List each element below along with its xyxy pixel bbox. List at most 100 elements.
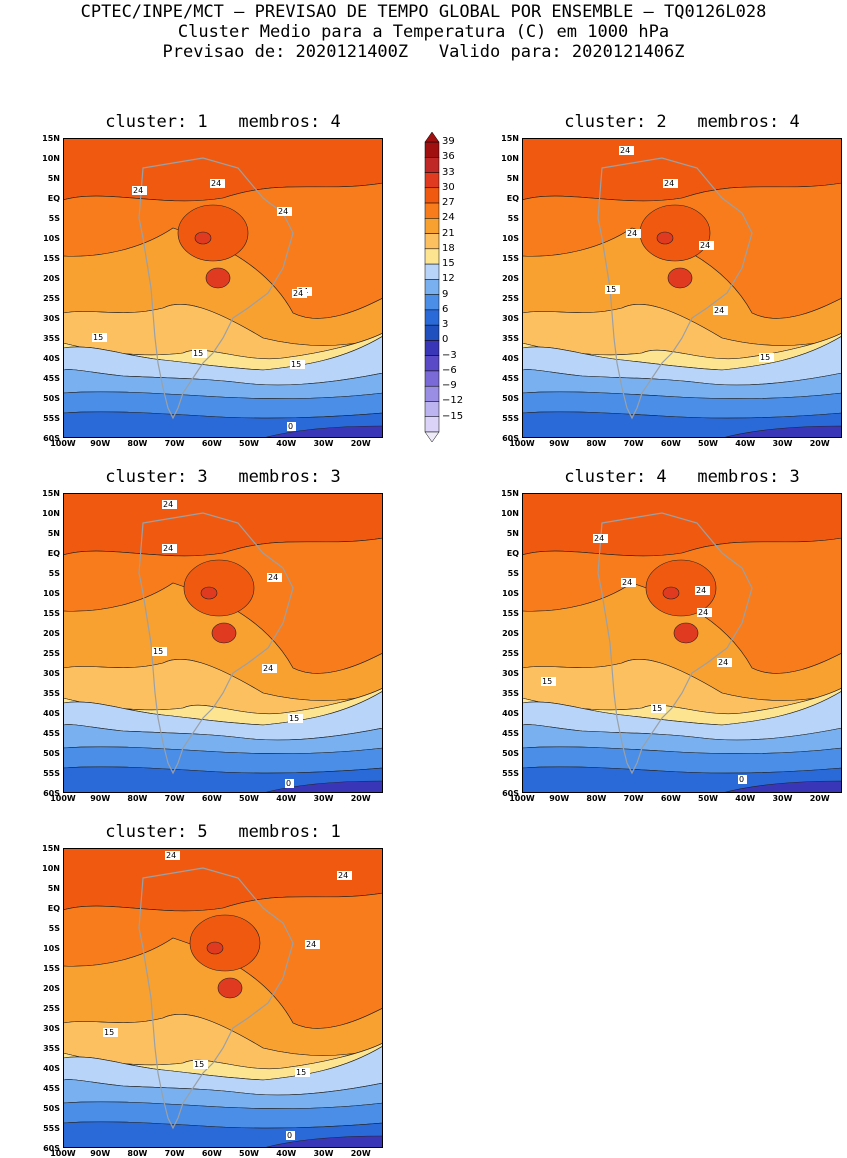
lon-tick-label: 50W <box>698 439 719 448</box>
lat-tick-label: 35S <box>502 689 519 698</box>
lat-tick-label: 30S <box>502 669 519 678</box>
south-america-outline <box>597 157 753 420</box>
lon-tick-label: 30W <box>313 439 334 448</box>
colorbar-level-label: 15 <box>442 258 455 270</box>
contour-label: 24 <box>697 608 712 617</box>
colorbar-swatch <box>424 202 440 219</box>
lat-tick-label: 35S <box>43 334 60 343</box>
contour-label: 15 <box>541 677 556 686</box>
lon-tick-label: 70W <box>623 794 644 803</box>
contour-label: 15 <box>288 714 303 723</box>
colorbar-swatch <box>424 416 440 433</box>
lon-tick-label: 40W <box>735 794 756 803</box>
lat-tick-label: EQ <box>47 194 60 203</box>
temperature-map: 24 24 24 24 24 15 15 0 <box>521 492 843 794</box>
colorbar-swatch <box>424 218 440 234</box>
lon-tick-label: 40W <box>276 439 297 448</box>
colorbar-swatch <box>424 263 440 280</box>
colorbar-swatch <box>424 294 440 311</box>
lon-tick-label: 20W <box>350 439 371 448</box>
lat-tick-label: 10N <box>42 154 60 163</box>
lat-tick-label: 5S <box>48 569 60 578</box>
svg-text:15: 15 <box>542 677 552 686</box>
lat-tick-label: 25S <box>43 294 60 303</box>
colorbar-level-label: 0 <box>442 334 449 346</box>
lat-tick-label: 15S <box>43 254 60 263</box>
lat-tick-label: 35S <box>502 334 519 343</box>
colorbar-level-label: −12 <box>442 395 464 407</box>
lat-tick-label: 10N <box>42 864 60 873</box>
svg-text:24: 24 <box>293 289 303 298</box>
lon-tick-label: 90W <box>90 794 111 803</box>
contour-label: 24 <box>292 289 307 298</box>
colorbar-swatch <box>424 141 440 158</box>
lat-tick-label: 50S <box>43 1104 60 1113</box>
lon-tick-label: 80W <box>127 1149 148 1158</box>
warm-core <box>656 231 674 245</box>
contour-label: 24 <box>165 851 180 860</box>
lon-tick-label: 80W <box>586 439 607 448</box>
lat-tick-label: 40S <box>43 709 60 718</box>
map-frame <box>522 493 842 793</box>
colorbar-level-label: 3 <box>442 319 449 331</box>
lat-tick-label: 10S <box>43 589 60 598</box>
lat-tick-label: 40S <box>43 1064 60 1073</box>
contour-label: 15 <box>103 1028 118 1037</box>
svg-text:24: 24 <box>594 534 604 543</box>
lat-tick-label: 40S <box>43 354 60 363</box>
warm-core <box>667 267 693 289</box>
lat-tick-label: 60S <box>502 434 519 443</box>
lon-tick-label: 100W <box>50 794 76 803</box>
lat-tick-label: 15S <box>502 609 519 618</box>
south-america-outline <box>138 867 294 1130</box>
panel-title: cluster: 4 membros: 3 <box>564 467 800 487</box>
map-frame <box>522 138 842 438</box>
lat-tick-label: 5S <box>507 214 519 223</box>
lon-tick-label: 70W <box>164 1149 185 1158</box>
panel-title: cluster: 2 membros: 4 <box>564 112 800 132</box>
warm-core <box>639 204 711 262</box>
warm-core <box>645 559 717 617</box>
map-panel: 24242424241515150 <box>62 137 384 442</box>
colorbar-level-label: −15 <box>442 410 464 422</box>
contour-label: 15 <box>290 360 305 369</box>
lat-tick-label: 30S <box>43 314 60 323</box>
contour-label: 0 <box>286 1131 295 1140</box>
contour-label: 0 <box>285 779 294 788</box>
lat-tick-label: 10N <box>501 154 519 163</box>
map-frame <box>63 848 383 1148</box>
lat-tick-label: 50S <box>502 394 519 403</box>
lon-tick-label: 50W <box>239 794 260 803</box>
colorbar-level-label: −6 <box>442 364 457 376</box>
lat-tick-label: 25S <box>43 649 60 658</box>
map-panel: 24 24 24 15 15 15 0 <box>62 847 384 1152</box>
colorbar-swatch <box>424 248 440 265</box>
warm-core <box>217 977 243 999</box>
map-frame <box>63 138 383 438</box>
contour-label: 15 <box>605 285 620 294</box>
lat-tick-label: 50S <box>43 749 60 758</box>
warm-core <box>183 559 255 617</box>
lon-tick-label: 100W <box>50 439 76 448</box>
colorbar-swatch <box>424 172 440 189</box>
lon-tick-label: 70W <box>164 794 185 803</box>
svg-text:24: 24 <box>664 179 674 188</box>
lon-tick-label: 100W <box>509 794 535 803</box>
temperature-map: 24 24 24 15 15 15 0 <box>62 847 384 1149</box>
lat-tick-label: 20S <box>502 629 519 638</box>
lon-tick-label: 30W <box>313 1149 334 1158</box>
lat-tick-label: 20S <box>502 274 519 283</box>
warm-core <box>200 586 218 600</box>
svg-text:15: 15 <box>289 714 299 723</box>
lon-tick-label: 60W <box>201 1149 222 1158</box>
lat-tick-label: 5S <box>507 569 519 578</box>
lat-tick-label: 45S <box>43 374 60 383</box>
svg-text:15: 15 <box>652 704 662 713</box>
warm-core <box>177 204 249 262</box>
map-frame <box>63 493 383 793</box>
lat-tick-label: 15S <box>502 254 519 263</box>
contour-label: 24 <box>267 573 282 582</box>
south-america-outline <box>597 512 753 775</box>
contour-label: 24 <box>626 229 641 238</box>
lat-tick-label: 60S <box>502 789 519 798</box>
